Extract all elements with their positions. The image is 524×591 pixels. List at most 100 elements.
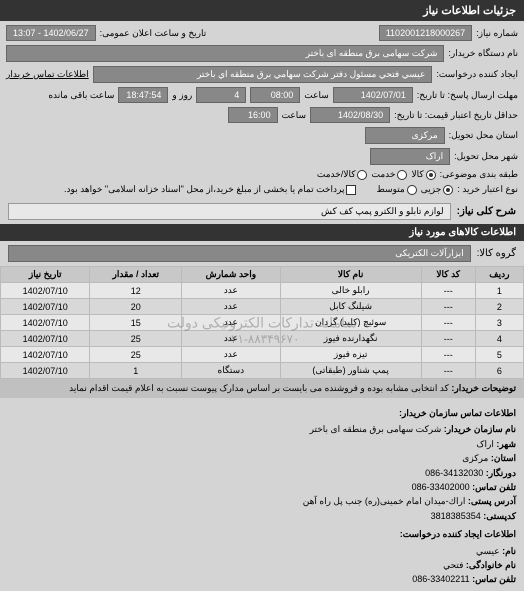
table-cell: 25 (90, 347, 182, 363)
table-cell: 1402/07/10 (1, 331, 90, 347)
contact-fax: 33402000-086 (412, 482, 470, 492)
remain-label: ساعت باقی مانده (48, 90, 114, 101)
validity-date: 1402/08/30 (310, 107, 390, 123)
main-desc-label: شرح کلی نیاز: (457, 206, 516, 217)
contact-city-label: شهر: (496, 439, 516, 449)
cat-label: طبقه بندی موضوعی: (440, 169, 518, 180)
time-label-1: ساعت (304, 90, 329, 101)
table-cell: عدد (182, 347, 280, 363)
creator-name: عيسي (476, 546, 500, 556)
contact-phone: 34132030-086 (425, 468, 483, 478)
validity-time: 16:00 (228, 107, 278, 123)
trans-medium-radio[interactable]: متوسط (376, 184, 416, 195)
table-cell: 1402/07/10 (1, 299, 90, 315)
table-cell: --- (421, 363, 475, 379)
contact-phone-label: دورنگار: (486, 468, 516, 478)
table-cell: نگهدارنده فیوز (280, 331, 421, 347)
cat-service-radio[interactable]: خدمت (371, 169, 407, 180)
table-cell: تیزه فیوز (280, 347, 421, 363)
table-cell: --- (421, 299, 475, 315)
table-cell: عدد (182, 331, 280, 347)
buyer-note-row: توضیحات خریدار: کد انتخابی مشابه بوده و … (0, 379, 524, 398)
creator-contact-header: اطلاعات ایجاد کننده درخواست: (8, 527, 516, 541)
table-row: 5---تیزه فیوزعدد251402/07/10 (1, 347, 524, 363)
province-label: استان محل تحویل: (449, 130, 518, 141)
contact-info-label[interactable]: اطلاعات تماس خریدار (6, 69, 89, 80)
main-desc-field: لوازم تابلو و الکترو پمپ کف کش (8, 203, 451, 220)
table-cell: --- (421, 283, 475, 299)
contact-city: اراک (476, 439, 493, 449)
pay-note-check[interactable]: پرداخت تمام یا بخشی از مبلغ خرید،از محل … (64, 184, 356, 195)
group-row: گروه کالا: ابزارآلات الکتریکی (0, 241, 524, 266)
req-no-field: 1102001218000267 (379, 25, 472, 41)
creator-field: عيسي فتحي مسئول دفتر شركت سهامي برق منطق… (93, 66, 433, 83)
city-field: اراک (370, 148, 450, 165)
group-field: ابزارآلات الکتریکی (8, 245, 471, 262)
group-label: گروه کالا: (477, 248, 516, 259)
announce-label: تاریخ و ساعت اعلان عمومی: (100, 28, 207, 39)
table-header: نام کالا (280, 267, 421, 283)
org-name: شرکت سهامی برق منطقه ای باختر (310, 424, 442, 434)
table-header: تعداد / مقدار (90, 267, 182, 283)
contact-postal: 3818385354 (431, 511, 481, 521)
trans-label: نوع اعتبار خرید : (457, 184, 518, 195)
form-section: شماره نیاز: 1102001218000267 تاریخ و ساع… (0, 21, 524, 199)
time-label-2: ساعت (282, 110, 307, 121)
cat-goods-service-radio[interactable]: کالا/خدمت (317, 169, 368, 180)
send-deadline-label: مهلت ارسال پاسخ: تا تاریخ: (417, 90, 518, 101)
table-cell: 1402/07/10 (1, 283, 90, 299)
contact-postal-label: کدپستی: (483, 511, 516, 521)
table-header: واحد شمارش (182, 267, 280, 283)
table-cell: 25 (90, 331, 182, 347)
table-cell: دستگاه (182, 363, 280, 379)
buyer-label: نام دستگاه خریدار: (448, 48, 518, 59)
table-cell: عدد (182, 283, 280, 299)
main-desc-row: شرح کلی نیاز: لوازم تابلو و الکترو پمپ ک… (0, 199, 524, 224)
table-row: 3---سوئیچ (کلید) گردانعدد151402/07/10 (1, 315, 524, 331)
table-row: 4---نگهدارنده فیوزعدد251402/07/10 (1, 331, 524, 347)
page-header: جزئیات اطلاعات نیاز (0, 0, 524, 21)
req-no-label: شماره نیاز: (476, 28, 518, 39)
table-cell: 2 (475, 299, 523, 315)
table-cell: --- (421, 315, 475, 331)
table-row: 6---پمپ شناور (طبقاتی)دستگاه11402/07/10 (1, 363, 524, 379)
table-cell: 1 (90, 363, 182, 379)
table-cell: 1402/07/10 (1, 315, 90, 331)
table-cell: عدد (182, 315, 280, 331)
table-header: ردیف (475, 267, 523, 283)
table-cell: --- (421, 331, 475, 347)
table-cell: عدد (182, 299, 280, 315)
table-cell: 6 (475, 363, 523, 379)
creator-lname-label: نام خانوادگی: (466, 560, 516, 570)
remain-time: 18:47:54 (118, 87, 168, 103)
table-cell: 12 (90, 283, 182, 299)
table-header: تاریخ نیاز (1, 267, 90, 283)
table-row: 1---رابلو خالیعدد121402/07/10 (1, 283, 524, 299)
buyer-note-text: کد انتخابی مشابه بوده و فروشنده می بایست… (69, 383, 449, 393)
contact-section: اطلاعات تماس سازمان خریدار: نام سازمان خ… (0, 398, 524, 591)
buyer-field: شرکت سهامی برق منطقه ای باختر (6, 45, 444, 62)
trans-small-radio[interactable]: جزیی (421, 184, 454, 195)
days-label: روز و (172, 90, 192, 101)
table-cell: 5 (475, 347, 523, 363)
announce-field: 1402/06/27 - 13:07 (6, 25, 96, 41)
page-title: جزئیات اطلاعات نیاز (423, 5, 516, 17)
table-cell: 15 (90, 315, 182, 331)
creator-name-label: نام: (502, 546, 516, 556)
table-cell: سوئیچ (کلید) گردان (280, 315, 421, 331)
table-cell: 1402/07/10 (1, 363, 90, 379)
contact-province-label: استان: (491, 453, 516, 463)
cat-goods-radio[interactable]: کالا (411, 169, 435, 180)
items-table: ردیفکد کالانام کالاواحد شمارشتعداد / مقد… (0, 266, 524, 379)
org-contact-header: اطلاعات تماس سازمان خریدار: (8, 406, 516, 420)
org-name-label: نام سازمان خریدار: (444, 424, 516, 434)
table-cell: 4 (475, 331, 523, 347)
creator-lname: فتحي (443, 560, 463, 570)
table-cell: پمپ شناور (طبقاتی) (280, 363, 421, 379)
buyer-note-label: توضیحات خریدار: (451, 383, 516, 393)
table-cell: 1402/07/10 (1, 347, 90, 363)
table-row: 2---شیلنگ کابلعدد201402/07/10 (1, 299, 524, 315)
city-label: شهر محل تحویل: (454, 151, 518, 162)
table-header: کد کالا (421, 267, 475, 283)
table-cell: رابلو خالی (280, 283, 421, 299)
